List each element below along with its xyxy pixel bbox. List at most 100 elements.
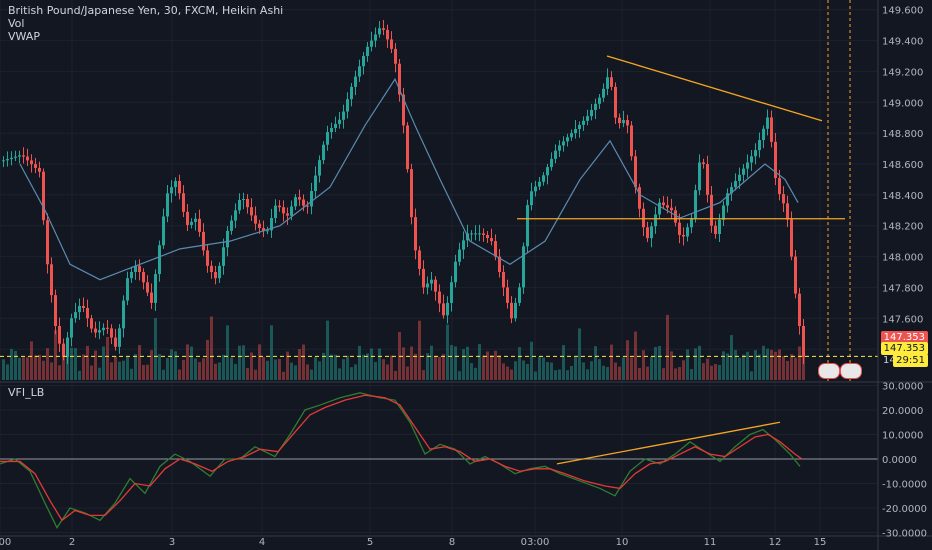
volume-bar	[750, 371, 753, 380]
x-tick-label: 03:00	[521, 537, 550, 548]
event-flag-icon-2[interactable]	[840, 363, 862, 379]
volume-bar	[434, 355, 437, 380]
candle-body	[606, 77, 609, 89]
candle-body	[390, 39, 393, 49]
y-tick-label: 149.000	[882, 98, 923, 109]
candle-body	[234, 210, 237, 221]
volume-bar	[662, 368, 665, 380]
volume-bar	[798, 346, 801, 380]
volume-bar	[762, 345, 765, 380]
volume-bar	[654, 346, 657, 380]
volume-bar	[598, 359, 601, 380]
candle-body	[446, 302, 449, 316]
candle-body	[474, 233, 477, 235]
volume-bar	[362, 354, 365, 380]
candle-body	[266, 230, 269, 232]
candle-body	[662, 202, 665, 206]
vfi-tick-label: 10.0000	[882, 430, 923, 441]
volume-bar	[458, 371, 461, 380]
study-vfi[interactable]: VFI_LB	[8, 386, 45, 399]
candle-body	[182, 193, 185, 212]
candle-body	[202, 231, 205, 251]
volume-bar	[754, 350, 757, 380]
study-vwap[interactable]: VWAP	[8, 30, 40, 43]
volume-bar	[586, 369, 589, 380]
volume-bar	[622, 357, 625, 380]
candle-body	[250, 207, 253, 216]
candle-body	[170, 187, 173, 194]
x-tick-label: 12	[769, 537, 782, 548]
volume-bar	[262, 357, 265, 380]
candle-body	[314, 175, 317, 191]
volume-bar	[78, 370, 81, 380]
vfi-tick-label: -30.0000	[882, 529, 927, 540]
volume-bar	[494, 350, 497, 380]
volume-bar	[178, 369, 181, 380]
candle-body	[358, 66, 361, 77]
candle-body	[590, 110, 593, 117]
vfi-signal-line	[0, 394, 803, 522]
volume-bar	[526, 363, 529, 380]
candle-body	[290, 206, 293, 216]
candle-body	[494, 241, 497, 257]
candle-body	[714, 225, 717, 235]
x-tick-label: 5	[367, 537, 373, 548]
candle-body	[654, 214, 657, 227]
volume-bar	[438, 356, 441, 380]
volume-bar	[534, 371, 537, 380]
symbol-title[interactable]: British Pound/Japanese Yen, 30, FXCM, He…	[8, 4, 284, 17]
volume-bar	[386, 364, 389, 380]
volume-bar	[778, 349, 781, 380]
volume-bar	[158, 354, 161, 380]
candle-body	[194, 218, 197, 222]
candle-body	[794, 256, 797, 294]
candle-body	[766, 117, 769, 129]
volume-bar	[190, 346, 193, 380]
candle-body	[510, 302, 513, 319]
candle-body	[598, 97, 601, 104]
volume-bar	[634, 331, 637, 380]
volume-bar	[646, 366, 649, 380]
candle-body	[410, 169, 413, 218]
candle-body	[670, 207, 673, 211]
candle-body	[782, 194, 785, 204]
candle-body	[70, 318, 73, 338]
candle-body	[330, 128, 333, 133]
volume-bar	[326, 320, 329, 380]
volume-bar	[278, 359, 281, 380]
volume-bar	[722, 351, 725, 380]
volume-bar	[126, 356, 129, 380]
volume-bar	[130, 368, 133, 380]
event-flag-icon-1[interactable]	[818, 363, 840, 379]
candle-body	[722, 205, 725, 220]
candle-body	[622, 120, 625, 124]
y-tick-label: 149.400	[882, 37, 923, 48]
candle-body	[638, 187, 641, 209]
volume-bar	[194, 358, 197, 380]
vfi-line	[0, 392, 801, 529]
candle-body	[190, 221, 193, 225]
study-vol[interactable]: Vol	[8, 17, 25, 30]
candle-body	[126, 278, 129, 301]
volume-bar	[670, 351, 673, 380]
volume-bar	[730, 335, 733, 380]
candle-body	[186, 211, 189, 225]
volume-bar	[246, 368, 249, 380]
candle-body	[94, 328, 97, 333]
candle-body	[106, 327, 109, 329]
candle-body	[406, 125, 409, 170]
volume-bar	[62, 344, 65, 380]
volume-bar	[34, 355, 37, 380]
candle-body	[506, 287, 509, 303]
volume-bar	[294, 365, 297, 380]
candle-body	[286, 213, 289, 216]
candle-body	[790, 219, 793, 257]
candle-body	[206, 250, 209, 266]
candle-body	[366, 46, 369, 56]
candle-body	[778, 178, 781, 195]
trendlines[interactable]	[0, 0, 878, 465]
volume-bar	[410, 346, 413, 380]
candle-body	[222, 247, 225, 266]
candle-body	[470, 233, 473, 235]
